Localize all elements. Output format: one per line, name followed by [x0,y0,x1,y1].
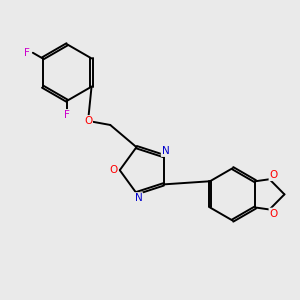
Text: N: N [162,146,170,156]
Text: N: N [135,193,142,203]
Text: O: O [84,116,92,126]
Text: O: O [269,170,278,180]
Text: F: F [64,110,70,120]
Text: O: O [110,165,118,175]
Text: O: O [269,208,278,218]
Text: F: F [24,48,30,58]
